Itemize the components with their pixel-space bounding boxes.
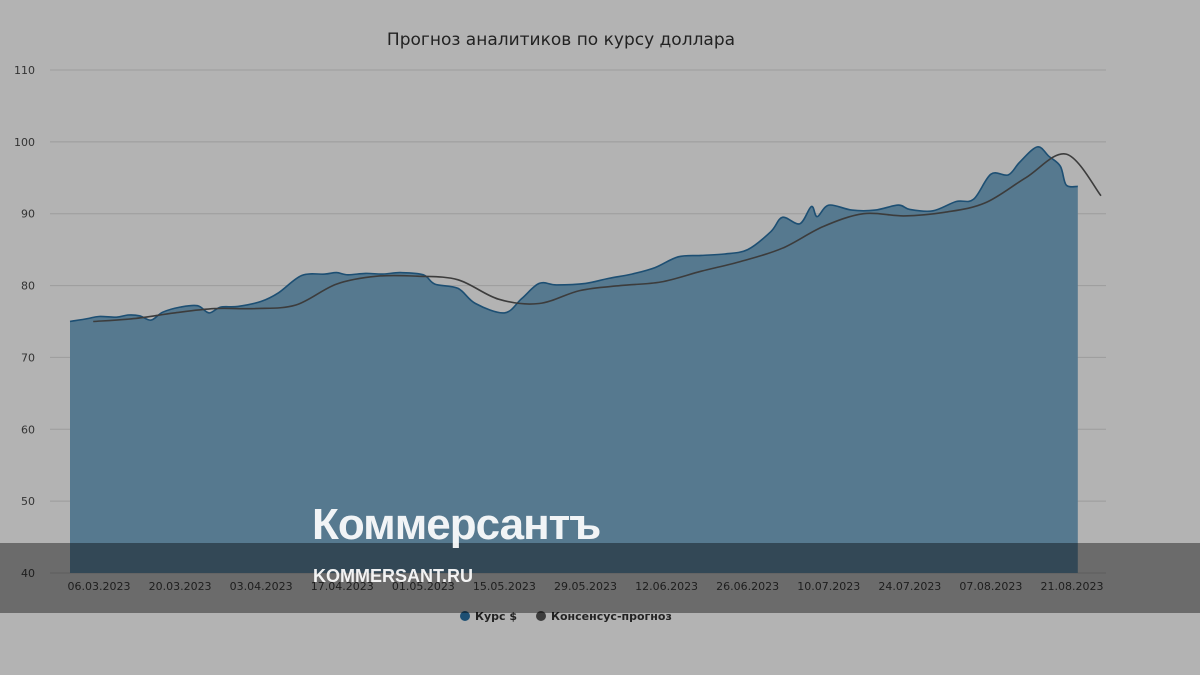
x-tick-label: 24.07.2023	[878, 580, 941, 593]
y-tick-label: 40	[21, 567, 35, 580]
x-tick-label: 07.08.2023	[959, 580, 1022, 593]
consensus-line	[93, 153, 1102, 323]
x-tick-label: 15.05.2023	[473, 580, 536, 593]
x-tick-label: 26.06.2023	[716, 580, 779, 593]
y-tick-label: 60	[21, 423, 35, 436]
chart-series	[69, 146, 1102, 573]
y-tick-label: 70	[21, 351, 35, 364]
watermark-url: KOMMERSANT.RU	[313, 566, 473, 586]
legend-marker-rate	[460, 611, 470, 621]
y-tick-label: 50	[21, 495, 35, 508]
x-tick-label: 17.04.2023	[311, 580, 374, 593]
y-tick-label: 110	[14, 64, 35, 77]
legend-label-rate: Курс $	[475, 610, 517, 623]
x-tick-label: 03.04.2023	[230, 580, 293, 593]
legend-marker-consensus	[536, 611, 546, 621]
y-tick-label: 80	[21, 280, 35, 293]
x-tick-label: 12.06.2023	[635, 580, 698, 593]
rate-area	[70, 146, 1078, 573]
x-tick-label: 21.08.2023	[1041, 580, 1104, 593]
legend-label-consensus: Консенсус-прогноз	[551, 610, 672, 623]
x-tick-label: 20.03.2023	[149, 580, 212, 593]
y-tick-label: 100	[14, 136, 35, 149]
x-tick-label: 10.07.2023	[797, 580, 860, 593]
chart-legend: Курс $ Консенсус-прогноз	[460, 610, 672, 623]
x-tick-label: 29.05.2023	[554, 580, 617, 593]
chart-title: Прогноз аналитиков по курсу доллара	[387, 30, 735, 50]
y-tick-label: 90	[21, 208, 35, 221]
x-tick-label: 01.05.2023	[392, 580, 455, 593]
watermark-logo: Коммерсантъ	[312, 500, 601, 549]
x-tick-label: 06.03.2023	[68, 580, 131, 593]
x-axis-labels: 06.03.2023 20.03.2023 03.04.2023 17.04.2023…	[68, 580, 1104, 593]
watermark-band	[0, 543, 1200, 613]
y-axis-labels: 40 50 60 70 80 90 100 110	[14, 64, 35, 580]
rate-line	[69, 146, 1078, 323]
